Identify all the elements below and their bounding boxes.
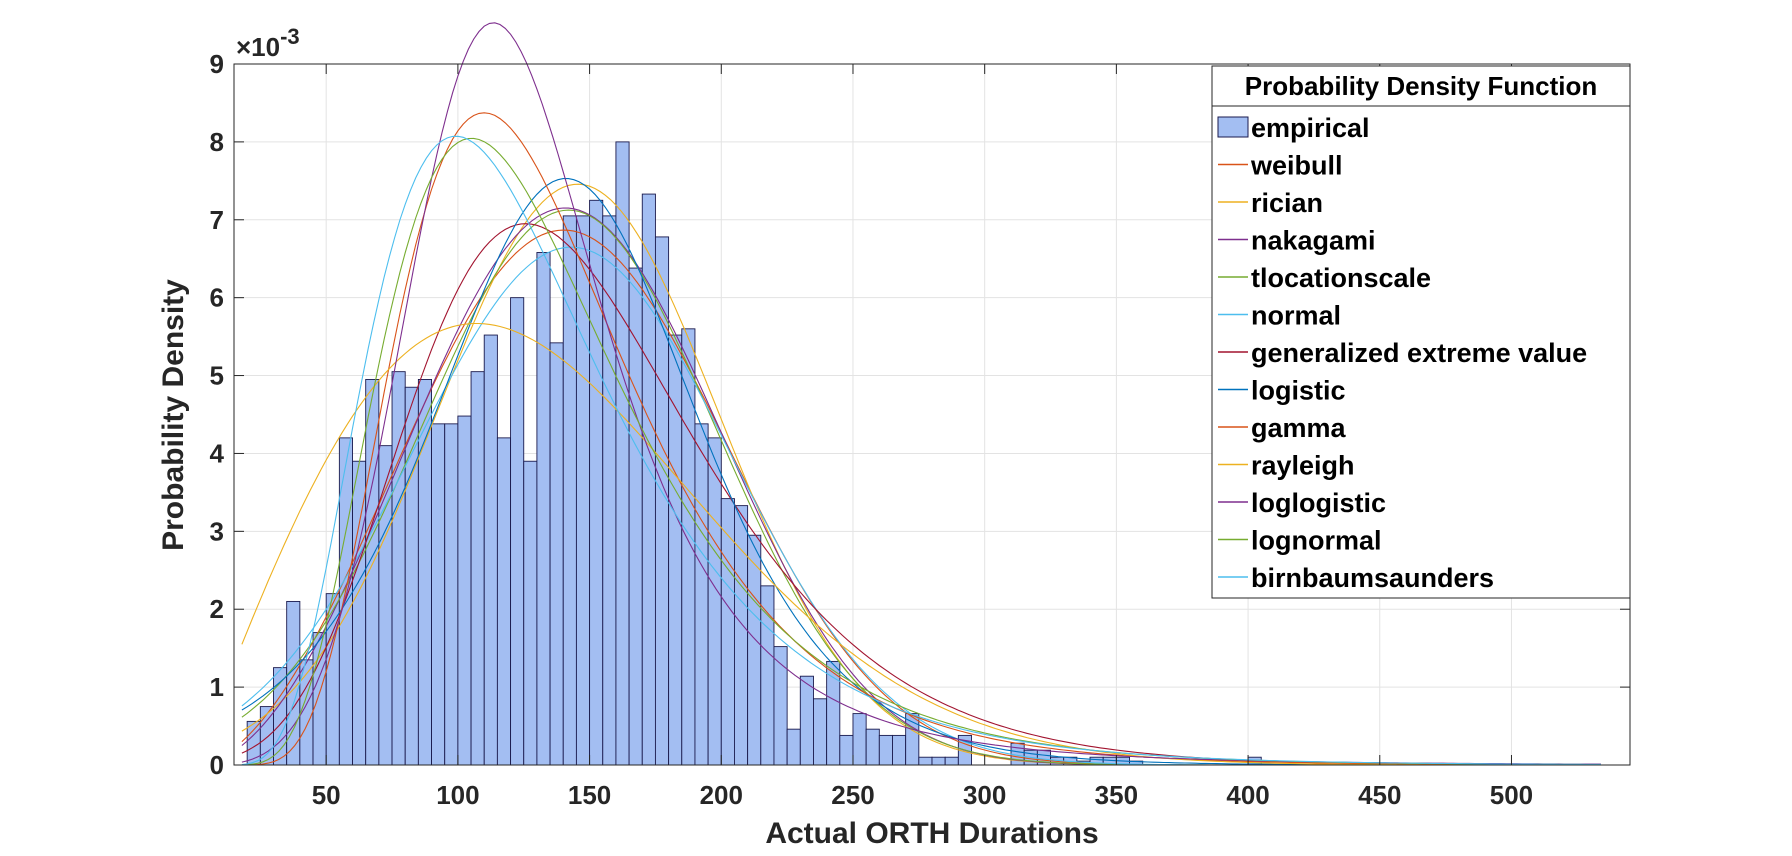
histogram-bar — [444, 423, 459, 766]
legend-title: Probability Density Function — [1245, 71, 1597, 101]
legend-box — [1211, 65, 1631, 599]
histogram-bar — [628, 267, 643, 766]
y-exponent-base: ×10 — [236, 32, 280, 62]
histogram-bar — [918, 756, 933, 766]
histogram-bar — [602, 215, 617, 766]
histogram-bar — [536, 252, 551, 766]
histogram-bar — [352, 460, 367, 766]
y-tick-label: 5 — [210, 361, 224, 391]
x-tick-label: 500 — [1490, 780, 1533, 810]
legend-label-nakagami: nakagami — [1251, 226, 1376, 256]
legend-label-generalized-extreme-value: generalized extreme value — [1251, 338, 1587, 368]
legend-label-tlocationscale: tlocationscale — [1251, 263, 1431, 293]
histogram-bar — [483, 334, 498, 766]
x-tick-label: 300 — [963, 780, 1006, 810]
y-axis-title: Probability Density — [157, 279, 190, 551]
histogram-bar — [431, 423, 446, 766]
legend-label-weibull: weibull — [1250, 151, 1343, 181]
histogram-bar — [496, 437, 512, 766]
legend-label-birnbaumsaunders: birnbaumsaunders — [1251, 563, 1494, 593]
legend-swatch-empirical — [1217, 116, 1249, 138]
legend-label-rayleigh: rayleigh — [1251, 451, 1355, 481]
histogram-bar — [878, 734, 893, 766]
x-tick-label: 250 — [831, 780, 874, 810]
y-tick-label: 6 — [210, 283, 224, 313]
y-tick-label: 3 — [210, 516, 224, 546]
histogram-bar — [562, 215, 577, 766]
y-tick-label: 9 — [210, 49, 224, 79]
histogram-bar — [720, 498, 735, 766]
histogram-bar — [865, 728, 880, 766]
histogram-bar — [747, 534, 762, 766]
x-tick-label: 150 — [568, 780, 611, 810]
y-tick-label: 7 — [210, 205, 224, 235]
legend-label-empirical: empirical — [1251, 113, 1370, 143]
histogram-bar — [852, 713, 867, 766]
x-tick-label: 350 — [1095, 780, 1138, 810]
legend-label-loglogistic: loglogistic — [1251, 488, 1386, 518]
y-exponent-label: ×10-3 — [236, 24, 300, 62]
x-tick-label: 400 — [1226, 780, 1269, 810]
histogram-bar — [510, 297, 525, 766]
legend-label-logistic: logistic — [1251, 376, 1346, 406]
y-tick-label: 1 — [210, 672, 224, 702]
histogram-bar — [549, 342, 564, 766]
histogram-bar — [378, 445, 393, 766]
histogram-bar — [892, 734, 907, 766]
x-axis-title: Actual ORTH Durations — [765, 817, 1098, 850]
y-tick-label: 4 — [210, 438, 225, 468]
histogram-bar — [944, 756, 959, 766]
legend-label-normal: normal — [1251, 301, 1341, 331]
curve-gamma — [241, 112, 1601, 766]
histogram-bar — [813, 698, 828, 766]
histogram-bar — [365, 379, 380, 766]
histogram-bar — [905, 713, 920, 766]
y-exponent-power: -3 — [280, 24, 300, 49]
x-tick-label: 100 — [436, 780, 479, 810]
x-tick-label: 200 — [700, 780, 743, 810]
curve-birnbaumsaunders — [241, 135, 1601, 766]
legend-items: empirical weibull rician nakagami tlocations… — [1217, 113, 1587, 593]
x-tick-labels: 50 100 150 200 250 300 350 400 450 500 — [312, 780, 1533, 810]
histogram-bar — [839, 734, 854, 766]
histogram-bar — [931, 756, 946, 766]
histogram-bar — [786, 728, 801, 766]
histogram-bar — [470, 371, 485, 766]
legend-label-gamma: gamma — [1251, 413, 1347, 443]
legend: Probability Density Function empirical we… — [1211, 65, 1631, 599]
histogram-bar — [575, 215, 591, 766]
histogram-bar — [707, 437, 722, 766]
y-tick-label: 2 — [210, 594, 224, 624]
x-tick-label: 50 — [312, 780, 341, 810]
y-tick-label: 8 — [210, 127, 224, 157]
histogram-bar — [457, 415, 472, 766]
histogram-bar — [799, 675, 814, 766]
legend-label-lognormal: lognormal — [1251, 526, 1382, 556]
y-tick-label: 0 — [210, 750, 224, 780]
x-tick-label: 450 — [1358, 780, 1401, 810]
histogram-bar — [523, 460, 538, 766]
legend-label-rician: rician — [1251, 188, 1323, 218]
y-tick-labels: 0 1 2 3 4 5 6 7 8 9 — [210, 49, 225, 780]
histogram-bar — [694, 423, 709, 766]
